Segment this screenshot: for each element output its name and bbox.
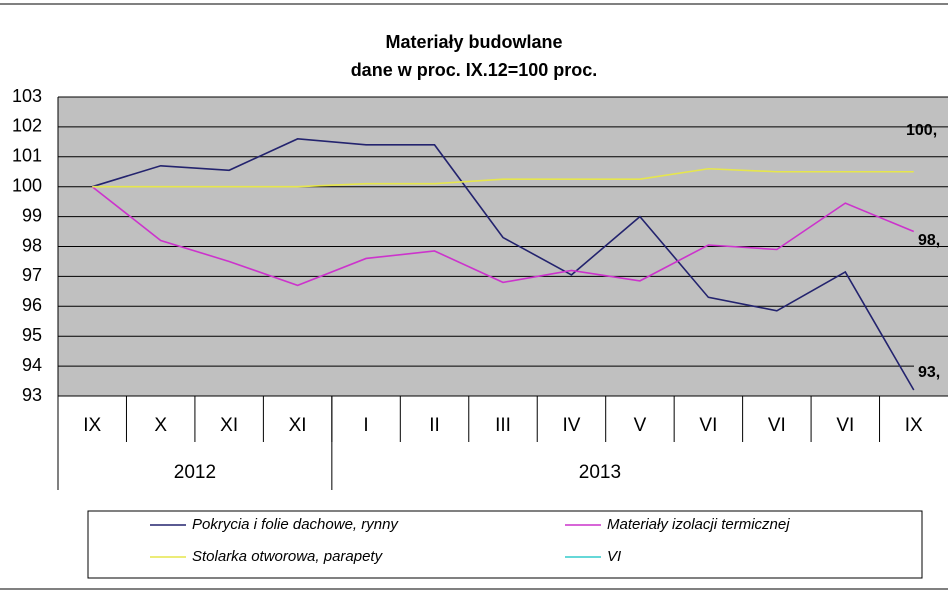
y-tick-label: 102 — [12, 116, 42, 136]
y-tick-label: 98 — [22, 235, 42, 255]
value-label: 93, — [918, 364, 940, 381]
value-label: 100, — [906, 122, 937, 139]
x-tick-label: X — [154, 415, 167, 436]
series-line — [92, 167, 914, 188]
year-label: 2012 — [174, 462, 216, 483]
y-tick-label: 103 — [12, 86, 42, 106]
legend — [87, 510, 923, 579]
series-line — [91, 186, 915, 287]
y-tick-label: 101 — [12, 146, 42, 166]
x-tick-label: I — [363, 415, 368, 436]
x-tick-label: VI — [699, 415, 717, 436]
x-tick-label: IV — [562, 415, 580, 436]
x-tick-label: V — [634, 415, 647, 436]
y-tick-label: 96 — [22, 295, 42, 315]
legend-label: Pokrycia i folie dachowe, rynny — [192, 516, 399, 533]
chart-subtitle: dane w proc. IX.12=100 proc. — [351, 60, 598, 80]
x-tick-label: VI — [768, 415, 786, 436]
year-label: 2013 — [579, 462, 621, 483]
chart-title: Materiały budowlane — [385, 32, 562, 52]
x-tick-label: VI — [836, 415, 854, 436]
y-tick-label: 100 — [12, 175, 42, 195]
y-tick-label: 93 — [22, 385, 42, 405]
value-label: 98, — [918, 232, 940, 249]
x-tick-label: XI — [220, 415, 238, 436]
x-tick-label: III — [495, 415, 511, 436]
legend-label: Materiały izolacji termicznej — [607, 516, 790, 533]
series-line — [91, 138, 915, 391]
y-tick-label: 95 — [22, 325, 42, 345]
y-tick-label: 97 — [22, 265, 42, 285]
legend-label: Stolarka otworowa, parapety — [192, 548, 384, 565]
x-tick-label: IX — [83, 415, 101, 436]
legend-label: VI — [607, 548, 621, 565]
x-tick-label: XI — [289, 415, 307, 436]
value-label-box — [914, 360, 948, 387]
y-tick-label: 94 — [22, 355, 42, 375]
x-tick-label: II — [429, 415, 440, 436]
y-tick-label: 99 — [22, 205, 42, 225]
x-tick-label: IX — [905, 415, 923, 436]
